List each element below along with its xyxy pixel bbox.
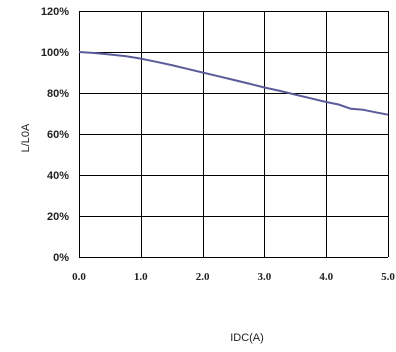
x-tick-label: 3.0 [258, 271, 272, 283]
grid [79, 11, 389, 258]
series-group [78, 51, 389, 116]
y-tick-label: 100% [41, 47, 69, 59]
x-axis-title: IDC(A) [230, 332, 264, 344]
x-tick-label: 2.0 [196, 271, 210, 283]
y-tick-label: 40% [47, 170, 69, 182]
y-tick-labels: 0% 20% 40% 60% 80% 100% 120% [41, 6, 69, 264]
x-tick-labels: 0.0 1.0 2.0 3.0 4.0 5.0 [72, 271, 395, 283]
series-line [78, 51, 389, 116]
y-tick-label: 120% [41, 6, 69, 18]
x-tick-label: 4.0 [319, 271, 333, 283]
y-tick-label: 60% [47, 129, 69, 141]
x-tick-label: 5.0 [381, 271, 395, 283]
y-tick-label: 0% [53, 252, 69, 264]
y-tick-label: 20% [47, 211, 69, 223]
x-tick-label: 1.0 [134, 271, 148, 283]
x-tick-label: 0.0 [72, 271, 86, 283]
y-axis-title: L/L0A [20, 123, 32, 152]
y-tick-label: 80% [47, 88, 69, 100]
